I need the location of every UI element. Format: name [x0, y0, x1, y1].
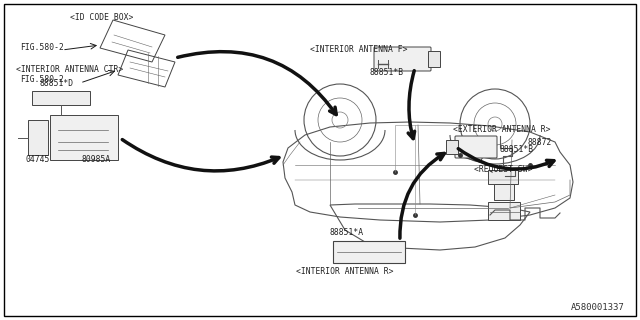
FancyArrowPatch shape	[122, 140, 279, 171]
Text: <REQUEST SW>: <REQUEST SW>	[474, 165, 532, 174]
Text: 88851*B: 88851*B	[500, 145, 534, 154]
Text: 88872: 88872	[528, 138, 552, 147]
Text: FIG.580-2: FIG.580-2	[20, 43, 64, 52]
Text: <INTERIOR ANTENNA F>: <INTERIOR ANTENNA F>	[310, 45, 408, 54]
FancyBboxPatch shape	[32, 91, 90, 105]
Text: A580001337: A580001337	[572, 303, 625, 312]
FancyBboxPatch shape	[374, 47, 431, 71]
FancyBboxPatch shape	[50, 115, 118, 160]
Text: 88851*A: 88851*A	[330, 228, 364, 237]
Text: 04745: 04745	[26, 155, 51, 164]
FancyBboxPatch shape	[488, 202, 520, 220]
FancyBboxPatch shape	[494, 184, 514, 200]
FancyBboxPatch shape	[446, 140, 458, 154]
FancyArrowPatch shape	[178, 52, 336, 115]
Text: 88851*D: 88851*D	[40, 79, 74, 88]
Text: <INTERIOR ANTENNA R>: <INTERIOR ANTENNA R>	[296, 267, 394, 276]
Text: <EXTERIOR ANTENNA R>: <EXTERIOR ANTENNA R>	[453, 125, 550, 134]
FancyArrowPatch shape	[408, 71, 415, 139]
FancyArrowPatch shape	[400, 154, 444, 238]
FancyBboxPatch shape	[455, 136, 497, 158]
FancyArrowPatch shape	[458, 149, 554, 169]
FancyBboxPatch shape	[333, 241, 405, 263]
Text: <INTERIOR ANTENNA CTR>: <INTERIOR ANTENNA CTR>	[16, 65, 124, 74]
FancyBboxPatch shape	[428, 51, 440, 67]
FancyBboxPatch shape	[488, 170, 518, 184]
Text: FIG.580-2: FIG.580-2	[20, 75, 64, 84]
Text: 80985A: 80985A	[82, 155, 111, 164]
Text: 88851*B: 88851*B	[370, 68, 404, 77]
Text: <ID CODE BOX>: <ID CODE BOX>	[70, 13, 133, 22]
FancyBboxPatch shape	[28, 120, 48, 155]
